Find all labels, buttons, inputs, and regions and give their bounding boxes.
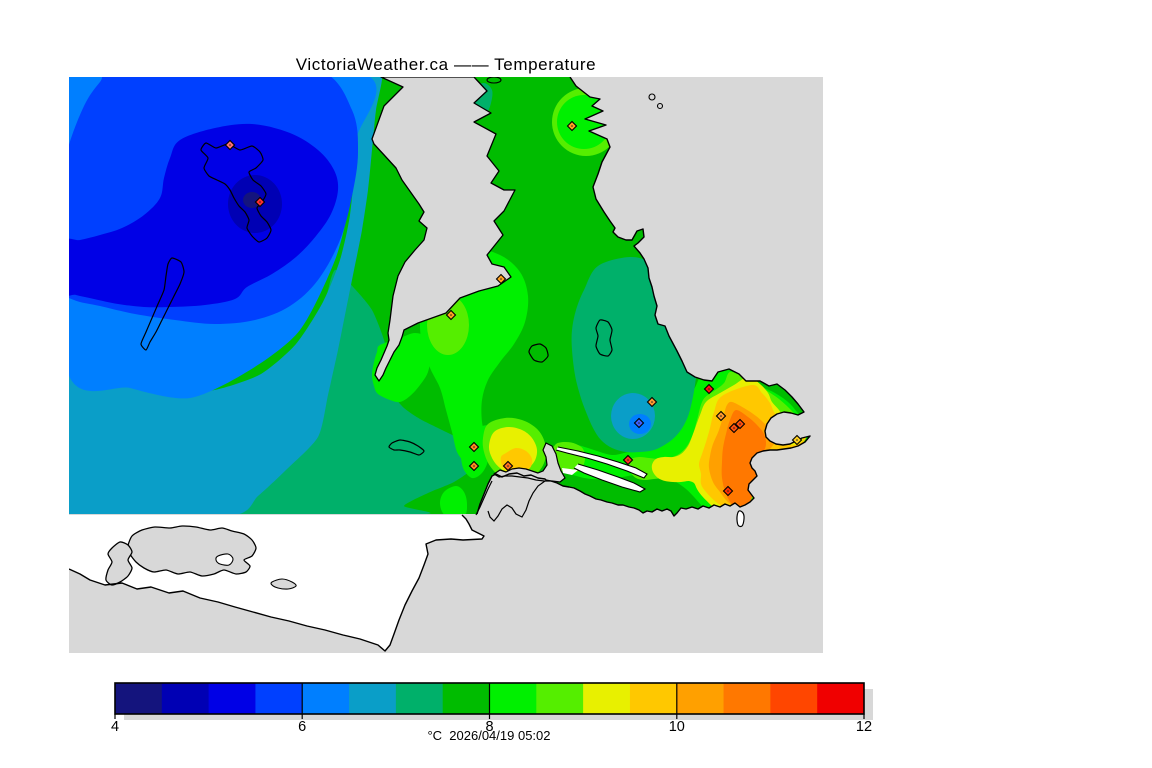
svg-text:6: 6 [298, 719, 306, 735]
svg-text:VictoriaWeather.ca —— Temperat: VictoriaWeather.ca —— Temperature [296, 55, 596, 74]
svg-text:12: 12 [856, 719, 872, 735]
svg-text:10: 10 [669, 719, 685, 735]
svg-text:8: 8 [485, 719, 493, 735]
svg-text:4: 4 [111, 719, 119, 735]
svg-text:°C 2026/04/19 05:02: °C 2026/04/19 05:02 [427, 728, 550, 743]
